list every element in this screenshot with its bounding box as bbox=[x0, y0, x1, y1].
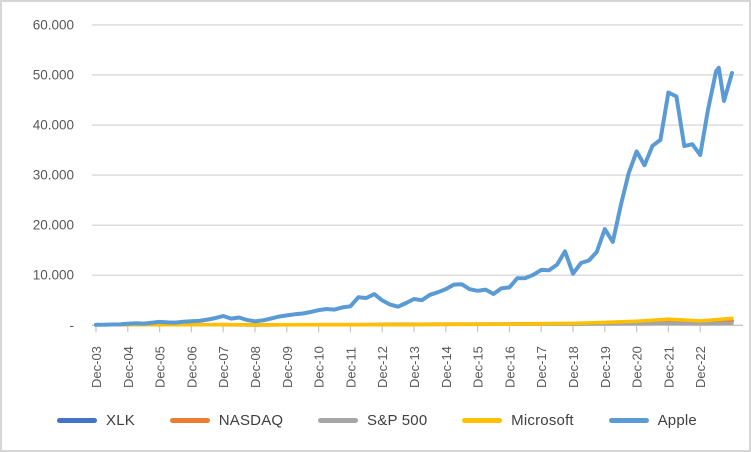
x-tick-label: Dec-13 bbox=[407, 346, 422, 388]
x-tick-label: Dec-16 bbox=[502, 346, 517, 388]
series-line-microsoft bbox=[94, 316, 734, 327]
legend-label-microsoft: Microsoft bbox=[511, 411, 574, 429]
x-tick-label: Dec-14 bbox=[439, 346, 454, 388]
x-tick-label: Dec-19 bbox=[598, 346, 613, 388]
chart-legend: XLK NASDAQ S&P 500 Microsoft Apple bbox=[57, 406, 697, 434]
legend-label-apple: Apple bbox=[657, 411, 697, 429]
x-tick-label: Dec-22 bbox=[693, 346, 708, 388]
x-tick-label: Dec-09 bbox=[280, 346, 295, 388]
y-tick-label: 50.000 bbox=[33, 67, 74, 82]
x-tick-label: Dec-18 bbox=[566, 346, 581, 388]
y-tick-label: 10.000 bbox=[33, 268, 74, 283]
legend-swatch-microsoft bbox=[462, 417, 503, 423]
legend-item-xlk: XLK bbox=[57, 412, 135, 429]
x-tick-label: Dec-07 bbox=[216, 346, 231, 388]
x-tick-label: Dec-21 bbox=[661, 346, 676, 388]
y-tick-label: 40.000 bbox=[33, 118, 74, 133]
x-tick-label: Dec-12 bbox=[375, 346, 390, 388]
x-tick-label: Dec-08 bbox=[248, 346, 263, 388]
x-tick-label: Dec-17 bbox=[534, 346, 549, 388]
x-tick-label: Dec-10 bbox=[312, 346, 327, 388]
x-tick-label: Dec-06 bbox=[184, 346, 199, 388]
y-tick-label: 60.000 bbox=[33, 17, 74, 32]
y-tick-label: 30.000 bbox=[33, 168, 74, 183]
legend-item-apple: Apple bbox=[608, 411, 697, 429]
x-tick-label: Dec-05 bbox=[153, 346, 168, 388]
legend-item-nasdaq: NASDAQ bbox=[169, 411, 284, 429]
legend-item-microsoft: Microsoft bbox=[462, 412, 574, 429]
legend-label-xlk: XLK bbox=[106, 411, 135, 429]
x-tick-label: Dec-11 bbox=[343, 347, 358, 388]
legend-swatch-s-p-500 bbox=[318, 417, 359, 423]
legend-label-nasdaq: NASDAQ bbox=[218, 411, 284, 429]
x-tick-label: Dec-15 bbox=[471, 346, 486, 388]
legend-swatch-nasdaq bbox=[169, 417, 210, 423]
legend-label-s-p-500: S&P 500 bbox=[367, 411, 428, 429]
legend-swatch-apple bbox=[608, 417, 649, 423]
x-tick-label: Dec-03 bbox=[89, 346, 104, 388]
x-tick-label: Dec-04 bbox=[121, 346, 136, 388]
series-line-apple bbox=[94, 65, 734, 327]
y-tick-label: 20.000 bbox=[33, 218, 74, 233]
legend-item-s-p-500: S&P 500 bbox=[318, 412, 427, 429]
y-tick-label: - bbox=[70, 318, 75, 333]
x-tick-label: Dec-20 bbox=[630, 346, 645, 388]
legend-swatch-xlk bbox=[57, 417, 97, 423]
